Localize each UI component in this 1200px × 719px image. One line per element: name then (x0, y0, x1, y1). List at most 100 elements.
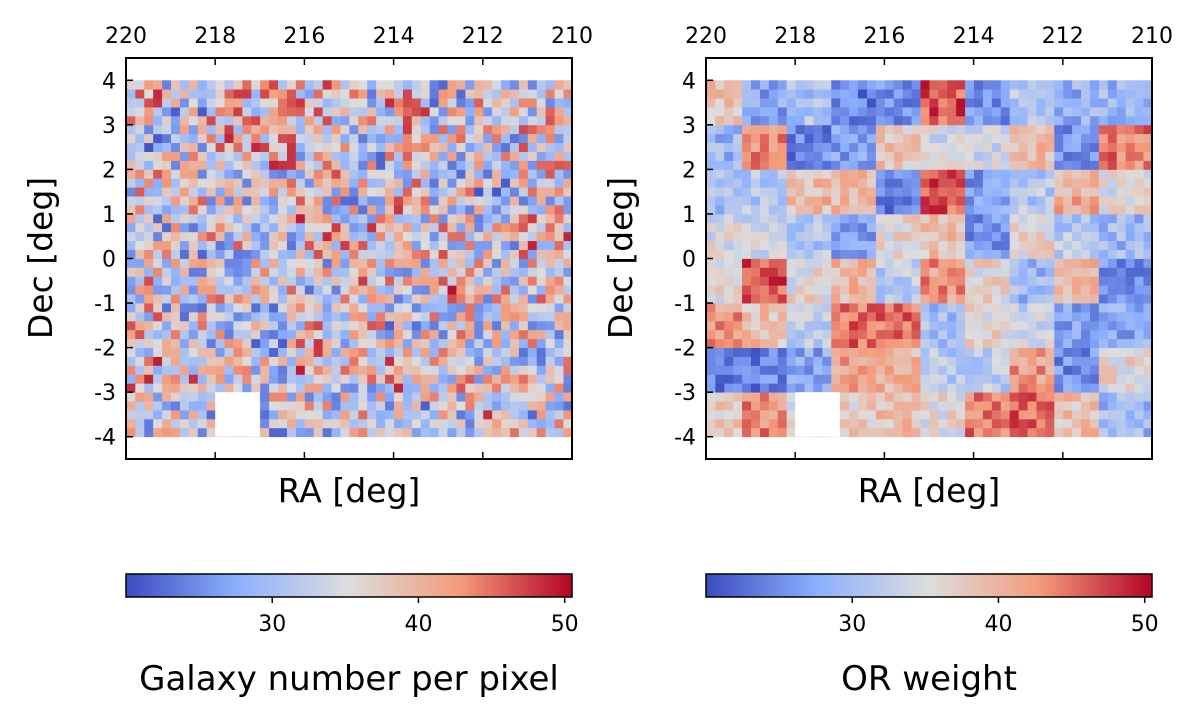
heatmap-cell (420, 107, 430, 117)
heatmap-cell (402, 205, 412, 215)
heatmap-cell (839, 409, 850, 420)
heatmap-cell (126, 338, 136, 349)
heatmap-cell (902, 89, 912, 99)
heatmap-cell (786, 303, 796, 313)
heatmap-cell (848, 107, 859, 117)
heatmap-cell (366, 374, 377, 384)
heatmap-cell (1116, 196, 1126, 206)
heatmap-cell (866, 160, 876, 170)
heatmap-cell (768, 249, 778, 259)
heatmap-cell (1080, 240, 1090, 250)
heatmap-cell (1107, 231, 1117, 242)
heatmap-cell (893, 365, 903, 375)
heatmap-cell (215, 285, 225, 295)
heatmap-cell (429, 365, 439, 375)
heatmap-cell (491, 124, 502, 135)
heatmap-cell (518, 249, 528, 259)
heatmap-cell (206, 98, 216, 108)
heatmap-cell (1134, 115, 1144, 126)
heatmap-cell (955, 98, 966, 108)
heatmap-cell (1116, 240, 1126, 250)
heatmap-cell (349, 311, 359, 322)
heatmap-cell (233, 231, 243, 242)
heatmap-cell (152, 329, 163, 340)
heatmap-cell (206, 294, 216, 304)
heatmap-cell (1089, 258, 1099, 268)
heatmap-cell (1134, 320, 1144, 331)
heatmap-cell (1143, 303, 1152, 313)
heatmap-cell (500, 409, 510, 420)
heatmap-cell (920, 222, 930, 233)
heatmap-cell (536, 276, 546, 286)
heatmap-cell (277, 267, 287, 277)
heatmap-cell (304, 374, 314, 384)
x-axis-label: RA [deg] (858, 471, 1001, 510)
heatmap-cell (706, 151, 716, 161)
heatmap-cell (1116, 392, 1126, 402)
heatmap-cell (1143, 427, 1152, 438)
heatmap-cell (268, 383, 279, 393)
heatmap-cell (813, 356, 823, 366)
heatmap-cell (438, 169, 448, 179)
heatmap-cell (857, 383, 867, 393)
heatmap-cell (1116, 151, 1126, 161)
heatmap-cell (447, 196, 457, 206)
heatmap-cell (464, 124, 475, 135)
heatmap-cell (313, 329, 323, 340)
heatmap-cell (937, 222, 948, 233)
heatmap-cell (813, 258, 823, 268)
heatmap-cell (286, 383, 296, 393)
heatmap-cell (438, 240, 448, 250)
heatmap-cell (777, 338, 787, 349)
heatmap-cell (438, 356, 448, 366)
heatmap-cell (1116, 178, 1126, 188)
heatmap-cell (438, 285, 448, 295)
heatmap-cell (741, 329, 751, 340)
heatmap-cell (143, 338, 154, 349)
heatmap-cell (438, 151, 448, 161)
heatmap-cell (340, 356, 350, 366)
heatmap-cell (866, 124, 876, 135)
heatmap-cell (134, 303, 145, 313)
heatmap-cell (1089, 98, 1099, 108)
heatmap-cell (911, 365, 921, 375)
heatmap-cell (420, 160, 430, 170)
heatmap-cell (277, 392, 287, 402)
heatmap-cell (233, 187, 243, 197)
heatmap-cell (500, 276, 510, 286)
heatmap-cell (955, 124, 966, 135)
heatmap-cell (197, 187, 207, 197)
heatmap-cell (982, 196, 992, 206)
heatmap-cell (857, 285, 867, 295)
heatmap-cell (1143, 401, 1152, 411)
heatmap-cell (438, 320, 448, 331)
heatmap-cell (554, 347, 564, 357)
heatmap-cell (902, 249, 912, 259)
heatmap-cell (902, 294, 912, 304)
heatmap-cell (1018, 133, 1028, 144)
heatmap-cell (464, 213, 475, 224)
heatmap-cell (429, 427, 439, 438)
heatmap-cell (768, 133, 778, 144)
heatmap-cell (1036, 80, 1046, 90)
heatmap-cell (375, 311, 386, 322)
heatmap-cell (1044, 231, 1055, 242)
heatmap-cell (982, 294, 992, 304)
heatmap-cell (304, 205, 314, 215)
heatmap-cell (911, 338, 921, 349)
heatmap-cell (268, 222, 279, 233)
heatmap-cell (982, 187, 992, 197)
heatmap-cell (143, 213, 154, 224)
heatmap-cell (902, 320, 912, 331)
heatmap-cell (875, 329, 885, 340)
heatmap-cell (322, 124, 332, 135)
heatmap-cell (464, 98, 475, 108)
heatmap-cell (786, 401, 796, 411)
heatmap-cell (313, 80, 323, 90)
heatmap-cell (206, 311, 216, 322)
heatmap-cell (777, 267, 787, 277)
heatmap-cell (857, 160, 867, 170)
heatmap-cell (1080, 294, 1090, 304)
heatmap-cell (233, 374, 243, 384)
heatmap-cell (197, 80, 207, 90)
